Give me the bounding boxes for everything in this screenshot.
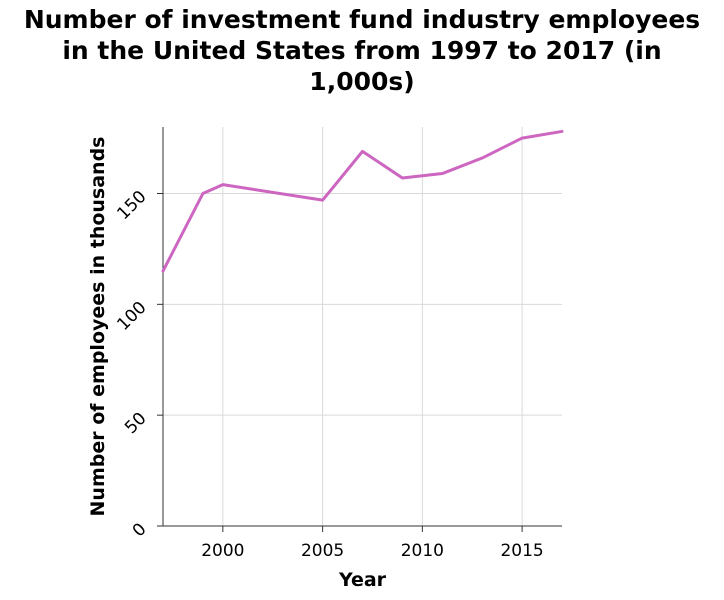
x-tick-label: 2015 [500,541,543,561]
x-tick-label: 2000 [201,541,244,561]
y-tick-label: 150 [113,187,150,224]
x-tick-label: 2005 [301,541,344,561]
x-axis-label: Year [338,569,387,591]
y-tick-label: 100 [113,298,150,335]
chart-title-line-1: Number of investment fund industry emplo… [23,5,701,34]
gridlines [163,127,562,527]
chart-title-line-3: 1,000s) [309,67,415,96]
x-tick-label: 2010 [401,541,444,561]
chart-title: Number of investment fund industry emplo… [0,4,724,97]
series-line [161,129,564,273]
y-tick-label: 0 [129,519,151,541]
axes [157,127,562,532]
y-tick-label: 50 [121,409,150,438]
y-axis-label: Number of employees in thousands [87,137,109,517]
chart-title-line-2: in the United States from 1997 to 2017 (… [62,36,662,65]
series-layer [161,129,564,273]
